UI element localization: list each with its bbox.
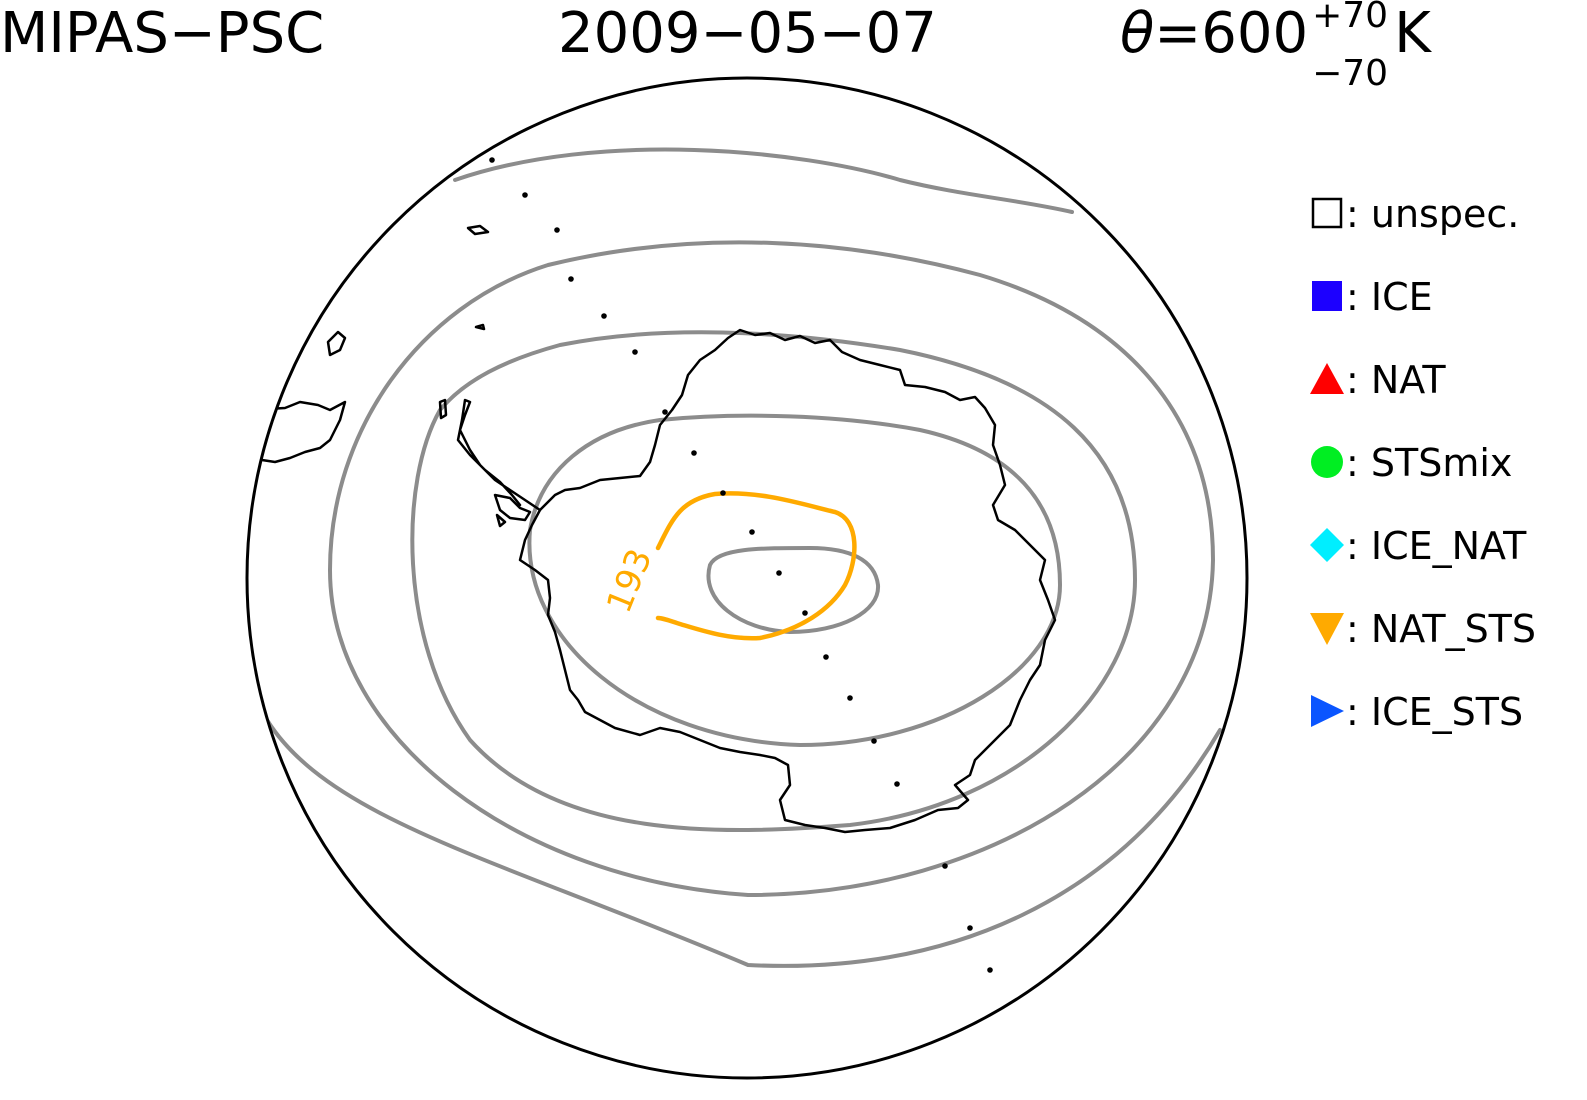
filled-square-icon [1312, 281, 1342, 311]
small-island-west [438, 398, 448, 420]
measurement-point [987, 967, 993, 973]
measurement-points [489, 157, 993, 973]
measurement-point [871, 738, 877, 744]
measurement-point [601, 313, 607, 319]
measurement-point [632, 349, 638, 355]
legend-item: : unspec. [1308, 186, 1536, 269]
measurement-point [823, 654, 829, 660]
measurement-point [776, 570, 782, 576]
legend-item: : NAT_STS [1308, 601, 1536, 684]
antarctic-peninsula-coastline [456, 398, 542, 512]
measurement-point [967, 925, 973, 931]
measurement-point [489, 157, 495, 163]
isotherm-contour-inner [706, 546, 881, 634]
measurement-point [942, 863, 948, 869]
theta-unit: K [1394, 1, 1431, 66]
theta-lower-bound: −70 [1312, 53, 1389, 94]
south-america-coastline [248, 400, 347, 464]
isotherm-contour-ring-2 [410, 330, 1137, 833]
contour-label: 193 [599, 543, 660, 618]
measurement-point [802, 610, 808, 616]
legend-item: : NAT [1308, 352, 1536, 435]
peninsula-islands [493, 493, 532, 528]
map-border [245, 76, 1249, 1080]
psc-contour-193 [655, 491, 857, 641]
measurement-point [662, 409, 668, 415]
theta-upper-bound: +70 [1312, 0, 1389, 36]
circle-icon [1311, 446, 1343, 478]
legend-label: : ICE [1346, 275, 1433, 319]
legend: : unspec. : ICE : NAT : STSmix : ICE_NAT : NA… [1308, 186, 1536, 767]
falkland-islands [326, 330, 347, 357]
triangle-right-icon [1311, 695, 1344, 727]
isotherm-contour-outer [453, 147, 1074, 214]
date-title: 2009−05−07 [558, 1, 937, 66]
antarctica-coastline [518, 328, 1057, 834]
instrument-title: MIPAS−PSC [0, 1, 325, 66]
legend-item: : ICE_STS [1308, 684, 1536, 767]
legend-label: : unspec. [1346, 192, 1520, 236]
open-square-icon [1311, 197, 1343, 229]
measurement-point [568, 276, 574, 282]
legend-item: : STSmix [1308, 435, 1536, 518]
legend-item: : ICE_NAT [1308, 518, 1536, 601]
theta-symbol: θ [1120, 1, 1155, 66]
isotherm-contour-ring-1 [328, 240, 1215, 897]
small-island-north [474, 323, 486, 331]
legend-label: : ICE_NAT [1346, 524, 1527, 568]
isotherm-contour-large [265, 718, 1222, 968]
theta-value: =600 [1154, 1, 1309, 66]
triangle-down-icon [1310, 613, 1344, 645]
measurement-point [720, 490, 726, 496]
legend-label: : ICE_STS [1346, 690, 1524, 734]
measurement-point [847, 695, 853, 701]
theta-title: θ=600 +70 −70 K [1120, 0, 1431, 92]
legend-label: : NAT_STS [1346, 607, 1537, 651]
measurement-point [894, 781, 900, 787]
measurement-point [522, 192, 528, 198]
diamond-icon [1310, 528, 1344, 562]
measurement-point [554, 227, 560, 233]
isotherm-contour-ring-3 [527, 413, 1062, 747]
measurement-point [691, 450, 697, 456]
legend-item: : ICE [1308, 269, 1536, 352]
measurement-point [749, 529, 755, 535]
triangle-up-icon [1310, 363, 1344, 394]
legend-label: : NAT [1346, 358, 1446, 402]
legend-label: : STSmix [1346, 441, 1513, 485]
south-georgia [466, 224, 490, 236]
